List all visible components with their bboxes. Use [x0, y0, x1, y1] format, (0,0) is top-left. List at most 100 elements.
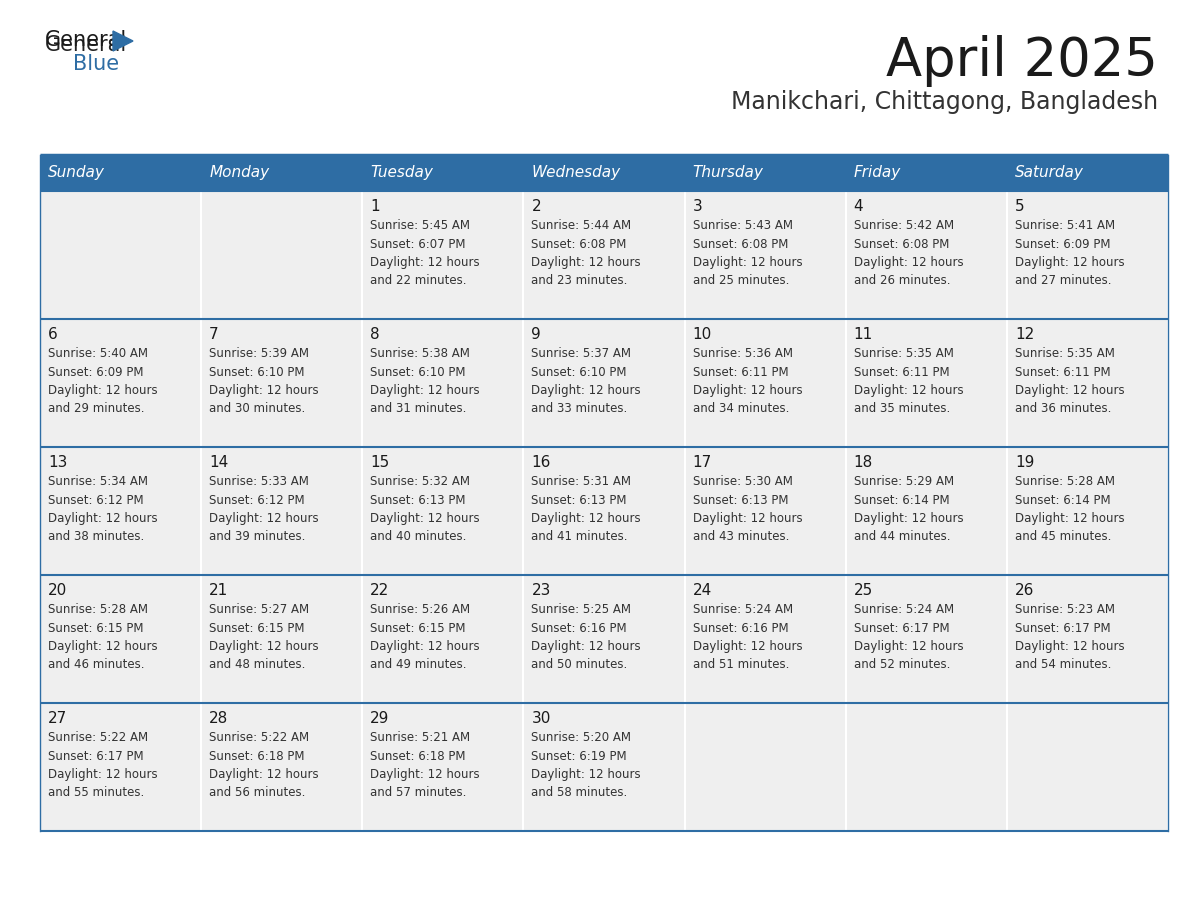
Bar [1007, 320, 1167, 446]
Text: 24: 24 [693, 583, 712, 598]
Bar [42, 704, 200, 830]
Text: Sunrise: 5:42 AM
Sunset: 6:08 PM
Daylight: 12 hours
and 26 minutes.: Sunrise: 5:42 AM Sunset: 6:08 PM Dayligh… [854, 219, 963, 287]
Text: 28: 28 [209, 711, 228, 726]
Bar [685, 576, 845, 702]
Bar [364, 448, 523, 574]
Text: 1: 1 [371, 199, 380, 214]
Text: 10: 10 [693, 327, 712, 342]
Bar [685, 704, 845, 830]
Bar [42, 576, 200, 702]
Text: Sunrise: 5:30 AM
Sunset: 6:13 PM
Daylight: 12 hours
and 43 minutes.: Sunrise: 5:30 AM Sunset: 6:13 PM Dayligh… [693, 475, 802, 543]
Text: Sunrise: 5:22 AM
Sunset: 6:18 PM
Daylight: 12 hours
and 56 minutes.: Sunrise: 5:22 AM Sunset: 6:18 PM Dayligh… [209, 731, 318, 800]
Text: Wednesday: Wednesday [531, 165, 620, 181]
Text: Sunday: Sunday [48, 165, 105, 181]
Text: General: General [45, 35, 127, 55]
Text: 15: 15 [371, 455, 390, 470]
Text: 11: 11 [854, 327, 873, 342]
Bar [1007, 448, 1167, 574]
Bar [1007, 155, 1168, 191]
Text: Sunrise: 5:33 AM
Sunset: 6:12 PM
Daylight: 12 hours
and 39 minutes.: Sunrise: 5:33 AM Sunset: 6:12 PM Dayligh… [209, 475, 318, 543]
Bar [685, 320, 845, 446]
Bar [847, 704, 1006, 830]
Text: Sunrise: 5:41 AM
Sunset: 6:09 PM
Daylight: 12 hours
and 27 minutes.: Sunrise: 5:41 AM Sunset: 6:09 PM Dayligh… [1015, 219, 1125, 287]
Text: 7: 7 [209, 327, 219, 342]
Text: Tuesday: Tuesday [371, 165, 434, 181]
Text: 2: 2 [531, 199, 541, 214]
Text: 18: 18 [854, 455, 873, 470]
Text: 8: 8 [371, 327, 380, 342]
Bar [1007, 192, 1167, 318]
Bar [42, 192, 200, 318]
Text: Sunrise: 5:28 AM
Sunset: 6:14 PM
Daylight: 12 hours
and 45 minutes.: Sunrise: 5:28 AM Sunset: 6:14 PM Dayligh… [1015, 475, 1125, 543]
Text: General: General [45, 30, 127, 50]
Text: 9: 9 [531, 327, 542, 342]
Text: Sunrise: 5:35 AM
Sunset: 6:11 PM
Daylight: 12 hours
and 36 minutes.: Sunrise: 5:35 AM Sunset: 6:11 PM Dayligh… [1015, 347, 1125, 416]
Text: April 2025: April 2025 [886, 35, 1158, 87]
Text: Sunrise: 5:20 AM
Sunset: 6:19 PM
Daylight: 12 hours
and 58 minutes.: Sunrise: 5:20 AM Sunset: 6:19 PM Dayligh… [531, 731, 642, 800]
Text: Sunrise: 5:38 AM
Sunset: 6:10 PM
Daylight: 12 hours
and 31 minutes.: Sunrise: 5:38 AM Sunset: 6:10 PM Dayligh… [371, 347, 480, 416]
Text: 27: 27 [48, 711, 68, 726]
Text: 26: 26 [1015, 583, 1035, 598]
Bar [524, 704, 683, 830]
Bar [847, 320, 1006, 446]
Text: 3: 3 [693, 199, 702, 214]
Text: Sunrise: 5:44 AM
Sunset: 6:08 PM
Daylight: 12 hours
and 23 minutes.: Sunrise: 5:44 AM Sunset: 6:08 PM Dayligh… [531, 219, 642, 287]
Bar [202, 448, 361, 574]
Text: 4: 4 [854, 199, 864, 214]
Text: Sunrise: 5:23 AM
Sunset: 6:17 PM
Daylight: 12 hours
and 54 minutes.: Sunrise: 5:23 AM Sunset: 6:17 PM Dayligh… [1015, 603, 1125, 671]
Bar [202, 320, 361, 446]
Bar [364, 576, 523, 702]
Bar [1007, 704, 1167, 830]
Text: Sunrise: 5:40 AM
Sunset: 6:09 PM
Daylight: 12 hours
and 29 minutes.: Sunrise: 5:40 AM Sunset: 6:09 PM Dayligh… [48, 347, 158, 416]
Bar [364, 320, 523, 446]
Text: 29: 29 [371, 711, 390, 726]
Text: Sunrise: 5:21 AM
Sunset: 6:18 PM
Daylight: 12 hours
and 57 minutes.: Sunrise: 5:21 AM Sunset: 6:18 PM Dayligh… [371, 731, 480, 800]
Text: 21: 21 [209, 583, 228, 598]
Bar [201, 155, 362, 191]
Text: Sunrise: 5:32 AM
Sunset: 6:13 PM
Daylight: 12 hours
and 40 minutes.: Sunrise: 5:32 AM Sunset: 6:13 PM Dayligh… [371, 475, 480, 543]
Text: 25: 25 [854, 583, 873, 598]
Text: Sunrise: 5:24 AM
Sunset: 6:16 PM
Daylight: 12 hours
and 51 minutes.: Sunrise: 5:24 AM Sunset: 6:16 PM Dayligh… [693, 603, 802, 671]
Text: Blue: Blue [72, 54, 119, 74]
Bar [847, 448, 1006, 574]
Bar [202, 704, 361, 830]
Bar [524, 576, 683, 702]
Bar [42, 448, 200, 574]
Text: Sunrise: 5:31 AM
Sunset: 6:13 PM
Daylight: 12 hours
and 41 minutes.: Sunrise: 5:31 AM Sunset: 6:13 PM Dayligh… [531, 475, 642, 543]
Bar [846, 155, 1007, 191]
Bar [524, 320, 683, 446]
Bar [684, 155, 846, 191]
Bar [524, 448, 683, 574]
Bar [847, 576, 1006, 702]
Text: 16: 16 [531, 455, 551, 470]
Text: Sunrise: 5:37 AM
Sunset: 6:10 PM
Daylight: 12 hours
and 33 minutes.: Sunrise: 5:37 AM Sunset: 6:10 PM Dayligh… [531, 347, 642, 416]
Text: Sunrise: 5:25 AM
Sunset: 6:16 PM
Daylight: 12 hours
and 50 minutes.: Sunrise: 5:25 AM Sunset: 6:16 PM Dayligh… [531, 603, 642, 671]
Text: Manikchari, Chittagong, Bangladesh: Manikchari, Chittagong, Bangladesh [731, 90, 1158, 114]
Bar [364, 192, 523, 318]
Text: Sunrise: 5:45 AM
Sunset: 6:07 PM
Daylight: 12 hours
and 22 minutes.: Sunrise: 5:45 AM Sunset: 6:07 PM Dayligh… [371, 219, 480, 287]
Text: Sunrise: 5:34 AM
Sunset: 6:12 PM
Daylight: 12 hours
and 38 minutes.: Sunrise: 5:34 AM Sunset: 6:12 PM Dayligh… [48, 475, 158, 543]
Text: Sunrise: 5:39 AM
Sunset: 6:10 PM
Daylight: 12 hours
and 30 minutes.: Sunrise: 5:39 AM Sunset: 6:10 PM Dayligh… [209, 347, 318, 416]
Bar [524, 155, 684, 191]
Text: 22: 22 [371, 583, 390, 598]
Text: 5: 5 [1015, 199, 1024, 214]
Text: 12: 12 [1015, 327, 1034, 342]
Text: Sunrise: 5:28 AM
Sunset: 6:15 PM
Daylight: 12 hours
and 46 minutes.: Sunrise: 5:28 AM Sunset: 6:15 PM Dayligh… [48, 603, 158, 671]
Text: Thursday: Thursday [693, 165, 764, 181]
Text: 14: 14 [209, 455, 228, 470]
Bar [362, 155, 524, 191]
Text: Sunrise: 5:22 AM
Sunset: 6:17 PM
Daylight: 12 hours
and 55 minutes.: Sunrise: 5:22 AM Sunset: 6:17 PM Dayligh… [48, 731, 158, 800]
Text: 19: 19 [1015, 455, 1035, 470]
Bar [42, 320, 200, 446]
Bar [524, 192, 683, 318]
Text: 6: 6 [48, 327, 58, 342]
Bar [364, 704, 523, 830]
Text: 30: 30 [531, 711, 551, 726]
Text: 23: 23 [531, 583, 551, 598]
Bar [1007, 576, 1167, 702]
Polygon shape [113, 31, 133, 51]
Text: Saturday: Saturday [1015, 165, 1083, 181]
Text: Sunrise: 5:26 AM
Sunset: 6:15 PM
Daylight: 12 hours
and 49 minutes.: Sunrise: 5:26 AM Sunset: 6:15 PM Dayligh… [371, 603, 480, 671]
Text: Sunrise: 5:35 AM
Sunset: 6:11 PM
Daylight: 12 hours
and 35 minutes.: Sunrise: 5:35 AM Sunset: 6:11 PM Dayligh… [854, 347, 963, 416]
Text: Sunrise: 5:24 AM
Sunset: 6:17 PM
Daylight: 12 hours
and 52 minutes.: Sunrise: 5:24 AM Sunset: 6:17 PM Dayligh… [854, 603, 963, 671]
